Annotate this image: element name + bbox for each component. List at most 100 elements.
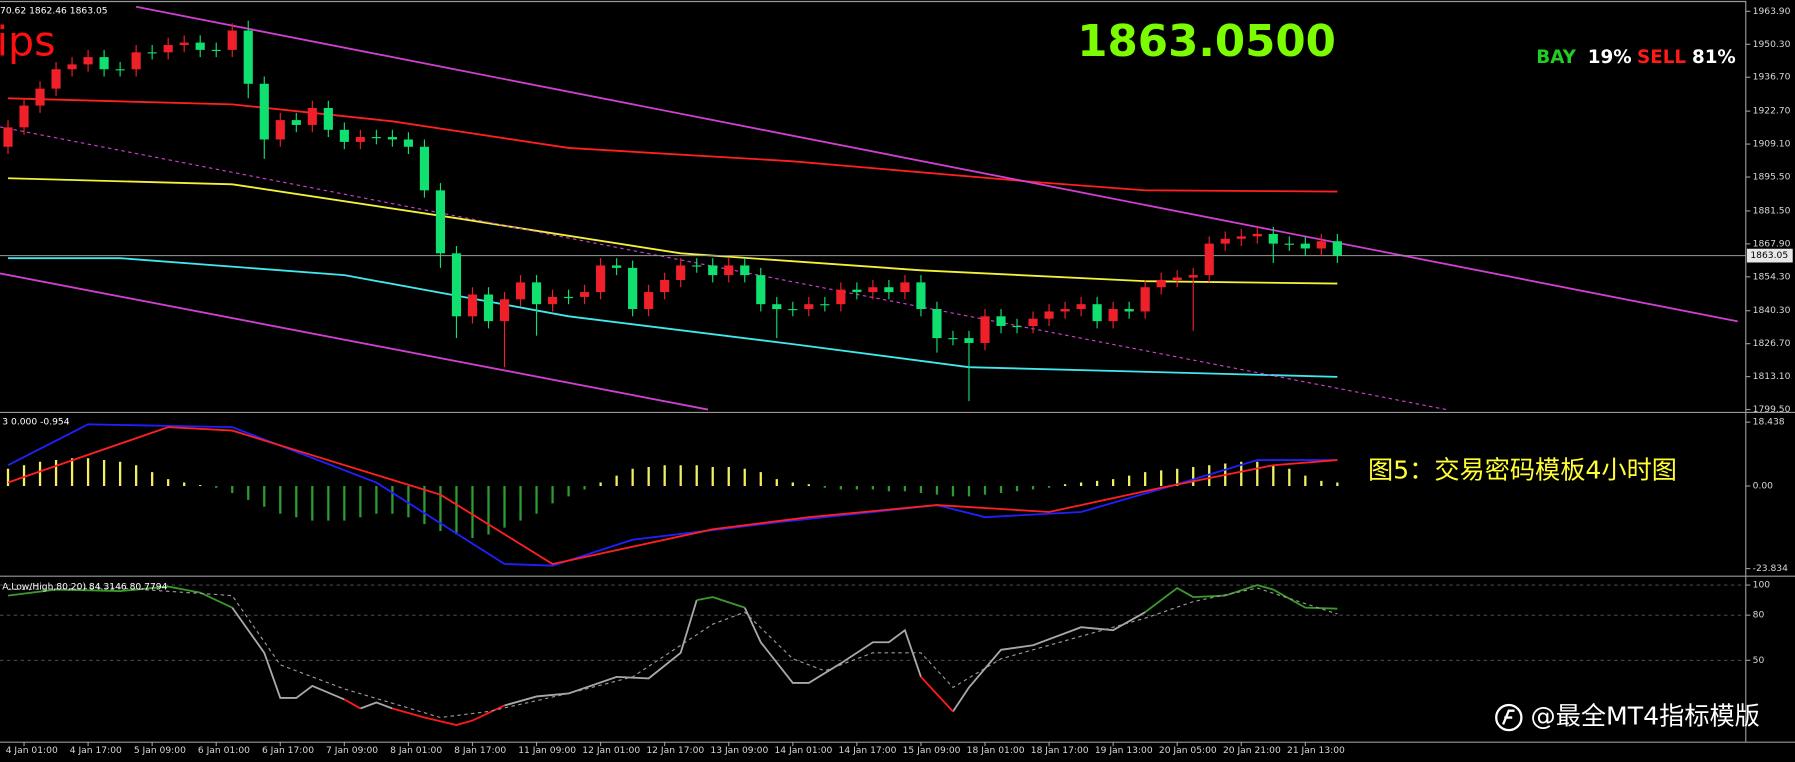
candle-body: [724, 265, 734, 276]
overlay-line: [0, 272, 709, 411]
candle-body: [371, 137, 381, 139]
x-tick-label: 12 Jan 01:00: [582, 746, 640, 756]
candle-body: [1204, 243, 1214, 276]
candle-body: [660, 279, 670, 293]
indicator-line: [7, 426, 1338, 565]
candle-body: [259, 83, 269, 140]
candle-body: [820, 304, 830, 306]
y-tick-label: -23.834: [1753, 564, 1788, 574]
y-tick-label: 1799.50: [1753, 405, 1791, 415]
candle-body: [131, 52, 141, 70]
logo-mark: [1502, 709, 1515, 725]
candle-body: [1252, 233, 1262, 237]
stochastic-line: [8, 587, 1338, 719]
x-tick-label: 11 Jan 09:00: [518, 746, 576, 756]
candle-body: [355, 137, 365, 142]
x-tick-label: 14 Jan 17:00: [839, 746, 897, 756]
y-tick-label: 1950.30: [1753, 40, 1791, 50]
last-price-box: [1746, 248, 1793, 263]
x-tick-label: 8 Jan 17:00: [454, 746, 506, 756]
candle-body: [1284, 243, 1294, 245]
logo-text: ips: [0, 17, 56, 65]
candle-body: [596, 265, 606, 293]
y-tick-label: 50: [1753, 656, 1765, 666]
overlay-line: [0, 126, 1447, 411]
last-price-label: 1863.05: [1750, 251, 1788, 261]
candle-body: [499, 299, 510, 322]
candle-body: [275, 120, 285, 140]
candle-body: [1092, 304, 1102, 322]
stochastic-line: [343, 676, 954, 726]
candle-body: [291, 120, 301, 125]
candle-body: [147, 52, 157, 54]
candle-body: [403, 139, 413, 147]
y-tick-label: 1840.30: [1753, 306, 1791, 316]
x-tick-label: 19 Jan 13:00: [1095, 746, 1153, 756]
candle-body: [1300, 243, 1310, 249]
stochastic-line: [231, 599, 1146, 713]
candle-body: [419, 146, 430, 191]
candle-body: [1060, 309, 1070, 312]
candle-body: [708, 265, 718, 276]
x-tick-label: 18 Jan 01:00: [967, 746, 1025, 756]
candle-body: [1012, 325, 1022, 328]
x-tick-label: 4 Jan 01:00: [6, 746, 58, 756]
candle-body: [852, 289, 862, 293]
candle-body: [964, 338, 974, 343]
x-tick-label: 21 Jan 13:00: [1287, 746, 1345, 756]
candle-body: [868, 287, 878, 293]
candle-body: [676, 265, 686, 280]
overlay-line: [7, 97, 1338, 193]
candle-body: [1188, 275, 1198, 278]
candle-body: [211, 49, 221, 52]
x-tick-label: 6 Jan 17:00: [262, 746, 314, 756]
candle-body: [1076, 304, 1086, 310]
candle-body: [387, 137, 397, 140]
y-tick-label: 1936.70: [1753, 73, 1791, 83]
candle-body: [884, 287, 894, 293]
x-tick-label: 5 Jan 09:00: [134, 746, 186, 756]
candle-body: [435, 190, 446, 254]
candle-body: [804, 304, 814, 310]
caption: 图5：交易密码模板4小时图: [1368, 455, 1677, 484]
y-tick-label: 1909.10: [1753, 140, 1791, 150]
candle-body: [996, 316, 1006, 326]
y-tick-label: 100: [1753, 581, 1771, 591]
candle-body: [932, 309, 942, 339]
candle-body: [531, 282, 542, 305]
y-tick-label: 1867.90: [1753, 239, 1791, 249]
candle-body: [772, 304, 782, 310]
candle-body: [1156, 279, 1166, 288]
x-tick-label: 12 Jan 17:00: [646, 746, 704, 756]
y-tick-label: 80: [1753, 611, 1765, 621]
candle-body: [195, 42, 205, 50]
candle-body: [67, 64, 77, 70]
stochastic-panel: [0, 584, 1746, 726]
y-tick-label: 1881.50: [1753, 206, 1791, 216]
current-price-text: 1863.0500: [1077, 17, 1336, 67]
candle-body: [580, 292, 590, 297]
candle-body: [980, 316, 990, 343]
candle-body: [515, 282, 526, 300]
candle-body: [900, 282, 910, 293]
candle-body: [35, 88, 45, 106]
candle-body: [740, 265, 750, 276]
candle-body: [644, 292, 654, 310]
sell-label: SELL: [1637, 47, 1686, 68]
candle-body: [99, 57, 109, 70]
candle-body: [1332, 241, 1342, 256]
sell-share: 81%: [1692, 47, 1736, 68]
candle-body: [756, 275, 766, 305]
candle-body: [483, 294, 494, 322]
candle-body: [323, 107, 333, 130]
x-tick-label: 4 Jan 17:00: [70, 746, 122, 756]
candle-body: [1044, 311, 1054, 319]
y-tick-label: 1922.70: [1753, 107, 1791, 117]
candle-body: [1220, 238, 1230, 244]
macd-title: 3 0.000 -0.954: [2, 418, 69, 428]
candle-body: [1140, 287, 1150, 312]
macd-panel: [6, 423, 1339, 567]
